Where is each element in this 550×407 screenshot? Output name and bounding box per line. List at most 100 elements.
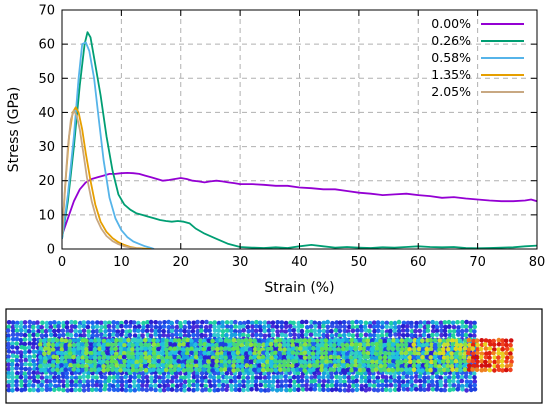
atom	[341, 368, 346, 373]
atom	[142, 364, 148, 369]
atom	[464, 379, 470, 384]
atom	[417, 328, 423, 334]
atom	[176, 338, 182, 343]
atom	[237, 320, 243, 326]
atom	[387, 355, 392, 360]
atom	[42, 338, 47, 343]
atom	[350, 375, 356, 381]
atom	[349, 342, 355, 347]
atom	[139, 355, 144, 360]
atom	[302, 368, 308, 373]
atom	[14, 370, 20, 376]
x-tick-label: 10	[113, 255, 130, 270]
atom	[77, 379, 83, 385]
atom	[317, 324, 322, 330]
atom	[148, 387, 154, 392]
atom	[432, 367, 438, 373]
atom	[437, 351, 443, 356]
atom	[396, 387, 402, 392]
atom	[94, 328, 100, 334]
atom	[80, 338, 86, 344]
atom	[470, 358, 476, 364]
atom	[203, 378, 209, 384]
atom	[488, 342, 493, 347]
atom	[447, 324, 452, 330]
atom	[370, 341, 375, 347]
atom	[219, 354, 224, 360]
atom	[210, 351, 215, 356]
atom	[140, 333, 145, 338]
atom	[472, 320, 477, 326]
atom	[136, 378, 142, 384]
atom	[172, 338, 178, 343]
atom	[375, 379, 381, 384]
atom	[278, 367, 283, 373]
atom	[219, 351, 224, 356]
series-line-4	[62, 109, 143, 249]
atom	[265, 359, 270, 365]
atom	[451, 387, 456, 392]
atom	[455, 374, 461, 380]
atom	[26, 382, 32, 388]
atom	[237, 332, 243, 338]
atom	[379, 333, 385, 338]
atom	[393, 332, 398, 337]
atom	[403, 358, 408, 364]
atom	[257, 338, 262, 344]
atom	[126, 337, 131, 343]
atom	[463, 342, 468, 348]
atom	[361, 367, 367, 373]
atom	[220, 333, 225, 338]
atom	[378, 355, 383, 361]
atom	[369, 363, 375, 369]
atom	[438, 320, 444, 326]
atom	[416, 359, 421, 364]
atom	[206, 342, 211, 348]
atom	[244, 363, 250, 368]
atom	[421, 383, 427, 388]
atom	[130, 338, 136, 343]
atom	[256, 368, 262, 373]
atom	[252, 364, 257, 369]
atom	[321, 375, 326, 380]
atom	[466, 337, 472, 343]
atom	[140, 371, 146, 376]
atom	[458, 342, 464, 348]
atom	[239, 343, 245, 348]
atom	[194, 324, 200, 329]
atom	[207, 387, 212, 393]
atom	[312, 387, 318, 392]
atom	[241, 375, 246, 380]
atom	[208, 324, 213, 329]
atom	[122, 358, 127, 364]
atom	[231, 368, 236, 373]
atom	[131, 379, 137, 385]
atom	[31, 344, 36, 350]
atom	[315, 338, 320, 344]
atom	[148, 319, 154, 325]
atom	[189, 367, 194, 373]
atom	[168, 359, 173, 365]
x-tick-label: 30	[232, 255, 249, 270]
atom	[31, 358, 36, 364]
atom	[496, 367, 502, 373]
atom	[31, 332, 36, 338]
atom	[186, 387, 192, 392]
atom	[19, 362, 25, 367]
atom	[464, 328, 469, 333]
atom	[270, 328, 276, 333]
atom	[290, 350, 296, 356]
atom	[261, 342, 266, 348]
atom	[144, 328, 150, 334]
atom	[141, 320, 146, 326]
atom	[96, 351, 102, 356]
atom	[214, 358, 219, 364]
atom	[420, 355, 425, 360]
atom	[361, 350, 367, 356]
atom	[334, 320, 340, 325]
atom	[14, 341, 19, 346]
atom	[407, 355, 413, 360]
atom	[287, 328, 293, 333]
atom	[44, 320, 50, 326]
atom	[325, 383, 330, 389]
